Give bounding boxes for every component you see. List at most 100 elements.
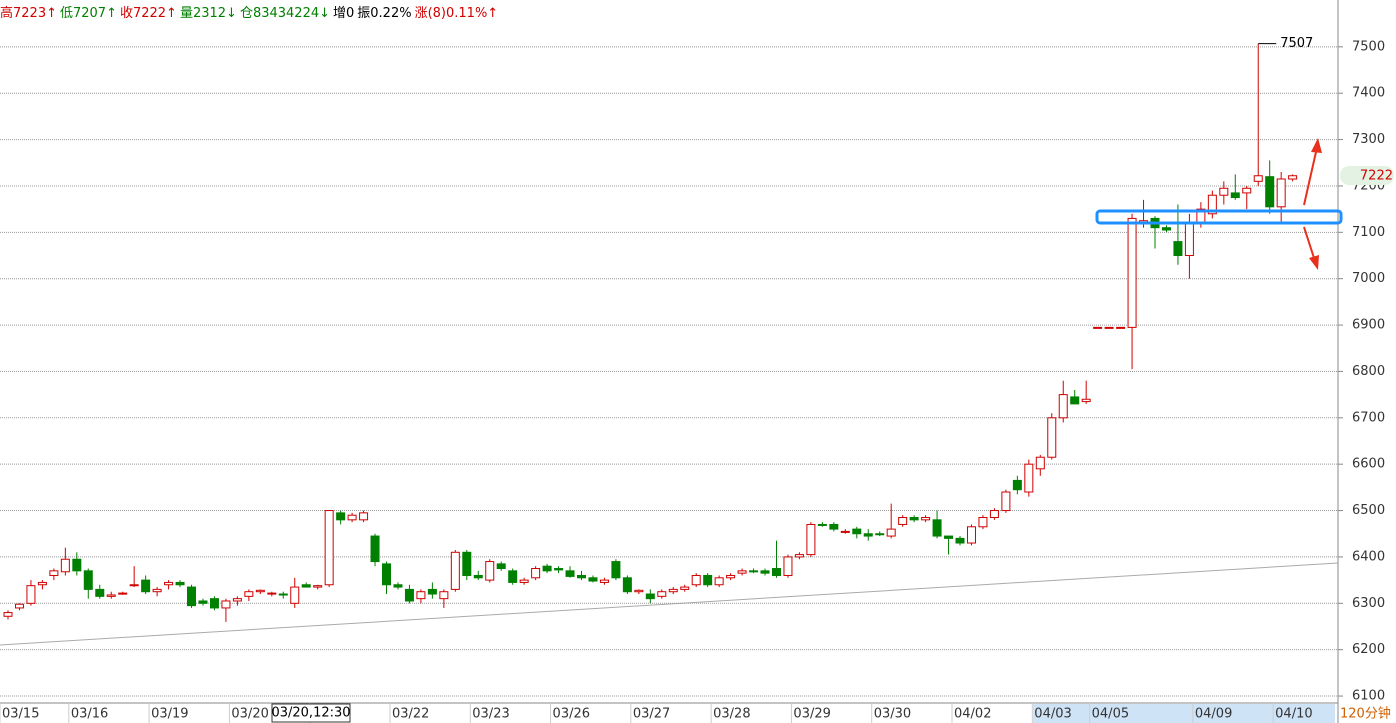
candle-body [1116,326,1126,329]
candle-body [1093,326,1103,329]
y-tick-label: 7100 [1352,225,1385,240]
x-tick-label: 04/10 [1275,707,1312,722]
candle-body [898,517,908,525]
candle-body [255,589,265,593]
candle-body [221,600,231,609]
candle-body [324,510,334,586]
candle-body [118,592,128,595]
candle-body [1058,394,1068,419]
candle-body [1184,222,1194,257]
candle-body [680,586,690,590]
candle-body [726,574,736,579]
y-tick-label: 7300 [1352,132,1385,147]
arrow-up [1303,151,1317,206]
candle-body [278,593,288,596]
candle-body [290,586,300,604]
candle-body [393,584,403,588]
candle-body [232,598,242,602]
candle-body [404,588,414,602]
last-price-tag [1340,166,1394,185]
candle-body [978,517,988,528]
candle-body [1207,194,1217,215]
candle-body [1242,187,1252,194]
candle-body [829,523,839,530]
candle-body [508,570,518,583]
selection-band [1033,704,1335,723]
candle-body [198,600,208,604]
candle-body [783,556,793,576]
x-tick-label: 04/05 [1092,707,1129,722]
candle-body [852,528,862,535]
x-tick-label: 03/26 [553,707,590,722]
y-tick-label: 6800 [1352,364,1385,379]
y-tick-label: 6600 [1352,457,1385,472]
y-tick-label: 7500 [1352,39,1385,54]
candle-body [634,589,644,593]
candle-body [657,591,667,597]
candle-body [301,584,311,588]
candle-body [347,514,357,521]
candle-body [313,585,323,588]
y-tick-label: 6100 [1352,689,1385,704]
info-item: 高7223↑ [0,6,57,21]
candle-body [244,591,254,597]
candle-body [141,579,151,593]
candle-body [1265,176,1275,208]
candle-body [840,530,850,533]
candle-body [703,574,713,586]
candle-body [450,551,460,590]
candle-body [554,568,564,571]
candle-body [944,535,954,539]
candle-body [519,579,529,583]
candle-body [749,570,759,573]
candle-body [542,565,552,572]
candle-body [955,537,965,544]
candle-body [691,574,701,586]
x-tick-label: 03/23 [472,707,509,722]
arrow-up-head [1311,138,1322,153]
candle-body [1161,227,1171,231]
cursor-box [271,703,351,723]
max-label: 7507 [1280,36,1313,51]
y-tick-label: 6300 [1352,596,1385,611]
candle-body [611,561,621,579]
candle-body [737,570,747,574]
candle-body [588,577,598,582]
arrow-down-head [1309,255,1319,270]
grid-group: 6100 6200 6300 6400 6500 6600 6700 6800 6900 7000… [0,39,1385,704]
candle-body [439,591,449,600]
x-tick-label: 03/19 [151,707,188,722]
candle-body [485,561,495,581]
candle-body [599,579,609,583]
candle-body [427,588,437,595]
x-tick-label: 03/29 [793,707,830,722]
candle-body [1001,491,1011,512]
x-tick-label: 03/16 [71,707,108,722]
x-tick-label: 04/02 [954,707,991,722]
candle-body [622,577,632,593]
x-tick-label: 03/27 [633,707,670,722]
candle-body [1127,217,1137,328]
info-item: 量2312↓ [179,6,237,21]
candle-body [989,510,999,519]
candle-body [1012,479,1022,491]
candle-body [37,581,47,586]
candle-body [83,570,93,590]
info-item: 增0 [333,6,355,21]
candle-body [267,592,277,595]
candle-body [26,585,36,604]
candle-body [668,588,678,593]
candle-body [1081,398,1091,403]
info-item: 振0.22% [357,6,412,21]
candle-body [359,512,369,521]
candle-body [209,598,219,609]
y-tick-label: 7000 [1352,271,1385,286]
candle-body [416,591,426,600]
arrow-down [1303,226,1315,259]
candle-body [462,551,472,576]
candle-body [760,570,770,574]
candle-body [771,568,781,576]
candle-body [382,563,392,586]
